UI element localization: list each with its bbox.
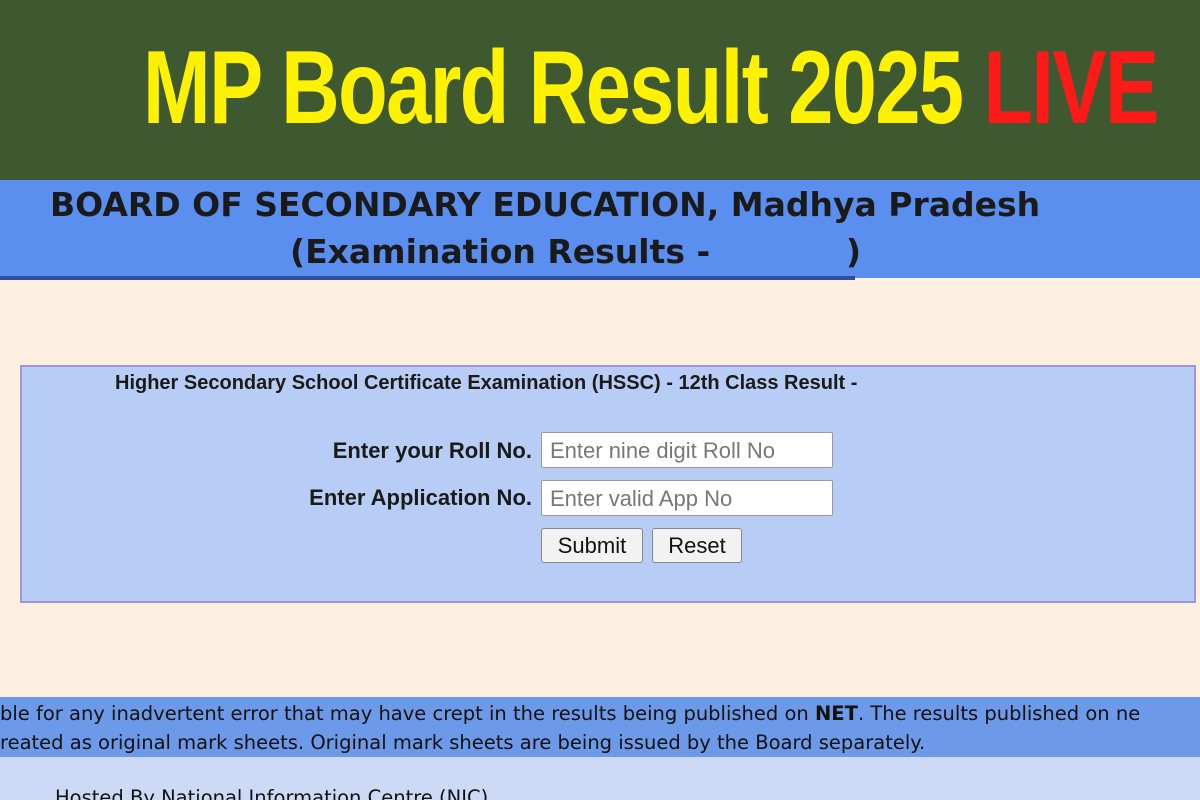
- form-title: Higher Secondary School Certificate Exam…: [115, 372, 858, 394]
- banner-live: LIVE: [983, 30, 1159, 146]
- disclaimer-line1: ble for any inadvertent error that may h…: [0, 702, 1140, 725]
- disclaimer-text: ble for any inadvertent error that may h…: [0, 702, 815, 725]
- footer-band: [0, 757, 1200, 800]
- banner: [0, 0, 1200, 180]
- app-input[interactable]: Enter valid App No: [541, 480, 833, 516]
- roll-label: Enter your Roll No.: [332, 438, 532, 463]
- header-line2-end: ): [846, 232, 862, 271]
- disclaimer-bold: NET: [814, 702, 858, 725]
- banner-title: MP Board Result 2025 LIVE: [0, 28, 1200, 148]
- reset-button[interactable]: Reset: [652, 528, 742, 563]
- disclaimer-text: . The results published on ne: [857, 702, 1141, 725]
- roll-input[interactable]: Enter nine digit Roll No: [541, 432, 833, 468]
- header-underline: [0, 276, 855, 280]
- footer-hosted: Hosted By National Information Centre (N…: [55, 786, 489, 800]
- disclaimer-line2: reated as original mark sheets. Original…: [0, 731, 926, 754]
- submit-button[interactable]: Submit: [541, 528, 643, 563]
- disclaimer-band: [0, 697, 1200, 757]
- header-line1: BOARD OF SECONDARY EDUCATION, Madhya Pra…: [50, 185, 1041, 224]
- header-band: [0, 180, 1200, 278]
- header-line2-start: (Examination Results -: [290, 232, 711, 271]
- app-label: Enter Application No.: [309, 485, 532, 510]
- banner-title-text: MP Board Result 2025: [143, 30, 964, 146]
